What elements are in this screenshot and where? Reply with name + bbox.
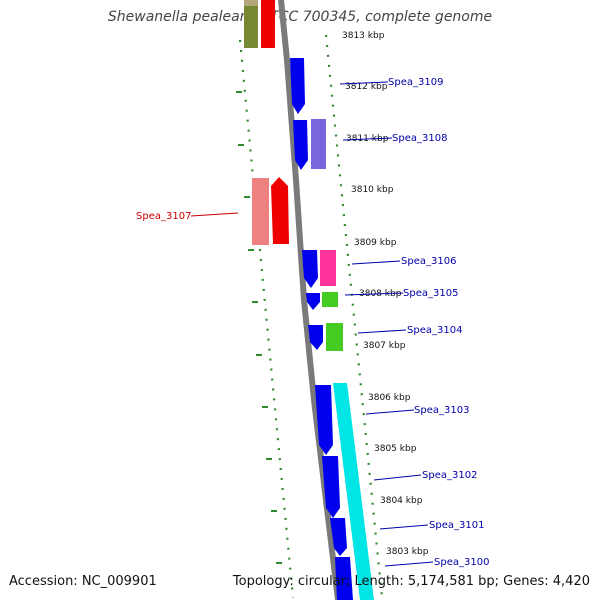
leader-line-spea-3107 bbox=[190, 212, 239, 217]
kbp-label: 3813 kbp bbox=[342, 31, 385, 41]
tan-feature-top[interactable] bbox=[244, 0, 258, 6]
map-title: Shewanella pealeana ATCC 700345, complet… bbox=[107, 9, 493, 25]
gene-arrow-spea-3103[interactable] bbox=[315, 385, 333, 455]
kbp-label: 3805 kbp bbox=[374, 444, 417, 454]
gene-label-spea-3101[interactable]: Spea_3101 bbox=[429, 520, 484, 531]
gene-arrow-spea-3105[interactable] bbox=[306, 293, 320, 310]
gene-arrow-spea-3102[interactable] bbox=[322, 456, 340, 518]
accession-label: Accession: NC_009901 bbox=[9, 574, 157, 589]
right-tick-ring bbox=[324, 34, 384, 599]
kbp-label: 3810 kbp bbox=[351, 185, 394, 195]
gene-label-spea-3108[interactable]: Spea_3108 bbox=[392, 133, 447, 144]
gene-arrow-spea-3104[interactable] bbox=[308, 325, 323, 350]
gene-label-spea-3105[interactable]: Spea_3105 bbox=[403, 288, 458, 299]
left-long-ticks bbox=[236, 91, 282, 564]
cyan-feature[interactable] bbox=[333, 383, 374, 600]
gene-label-spea-3102[interactable]: Spea_3102 bbox=[422, 470, 477, 481]
olive-feature-top[interactable] bbox=[244, 0, 258, 48]
leader-line-spea-3103 bbox=[365, 409, 415, 415]
leader-line-spea-3109 bbox=[339, 81, 389, 85]
gene-label-spea-3104[interactable]: Spea_3104 bbox=[407, 325, 462, 336]
leader-line-spea-3104 bbox=[357, 329, 407, 334]
kbp-label: 3812 kbp bbox=[345, 82, 388, 92]
leader-line-spea-3101 bbox=[379, 524, 429, 530]
gene-label-spea-3103[interactable]: Spea_3103 bbox=[414, 405, 469, 416]
genome-summary: Topology: circular; Length: 5,174,581 bp… bbox=[232, 574, 590, 589]
purple-feature-3108[interactable] bbox=[311, 119, 326, 169]
gene-label-spea-3107[interactable]: Spea_3107 bbox=[136, 211, 191, 222]
kbp-label: 3806 kbp bbox=[368, 393, 411, 403]
red-feature-top[interactable] bbox=[261, 0, 275, 48]
gene-label-spea-3106[interactable]: Spea_3106 bbox=[401, 256, 456, 267]
leader-line-spea-3106 bbox=[351, 260, 401, 265]
kbp-label: 3809 kbp bbox=[354, 238, 397, 248]
gene-arrow-spea-3101[interactable] bbox=[330, 518, 347, 556]
magenta-feature-3106[interactable] bbox=[320, 250, 336, 286]
kbp-label: 3804 kbp bbox=[380, 496, 423, 506]
gene-arrow-spea-3100[interactable] bbox=[335, 557, 353, 600]
left-tick-ring bbox=[238, 39, 295, 599]
leader-line-spea-3108 bbox=[342, 137, 393, 141]
green-feature-3105[interactable] bbox=[322, 292, 338, 307]
gene-arrow-spea-3109[interactable] bbox=[290, 58, 305, 114]
gene-label-spea-3100[interactable]: Spea_3100 bbox=[434, 557, 489, 568]
leader-line-spea-3105 bbox=[344, 292, 404, 296]
pink-feature-3107[interactable] bbox=[252, 178, 269, 245]
kbp-label: 3803 kbp bbox=[386, 547, 429, 557]
green-feature-3104[interactable] bbox=[326, 323, 343, 351]
kbp-label: 3807 kbp bbox=[363, 341, 406, 351]
gene-arrow-spea-3107[interactable] bbox=[271, 177, 289, 244]
gene-label-spea-3109[interactable]: Spea_3109 bbox=[388, 77, 443, 88]
gene-arrow-spea-3106[interactable] bbox=[302, 250, 318, 288]
leader-line-spea-3100 bbox=[384, 561, 434, 567]
gene-arrow-spea-3108[interactable] bbox=[293, 120, 308, 170]
leader-line-spea-3102 bbox=[373, 474, 422, 481]
